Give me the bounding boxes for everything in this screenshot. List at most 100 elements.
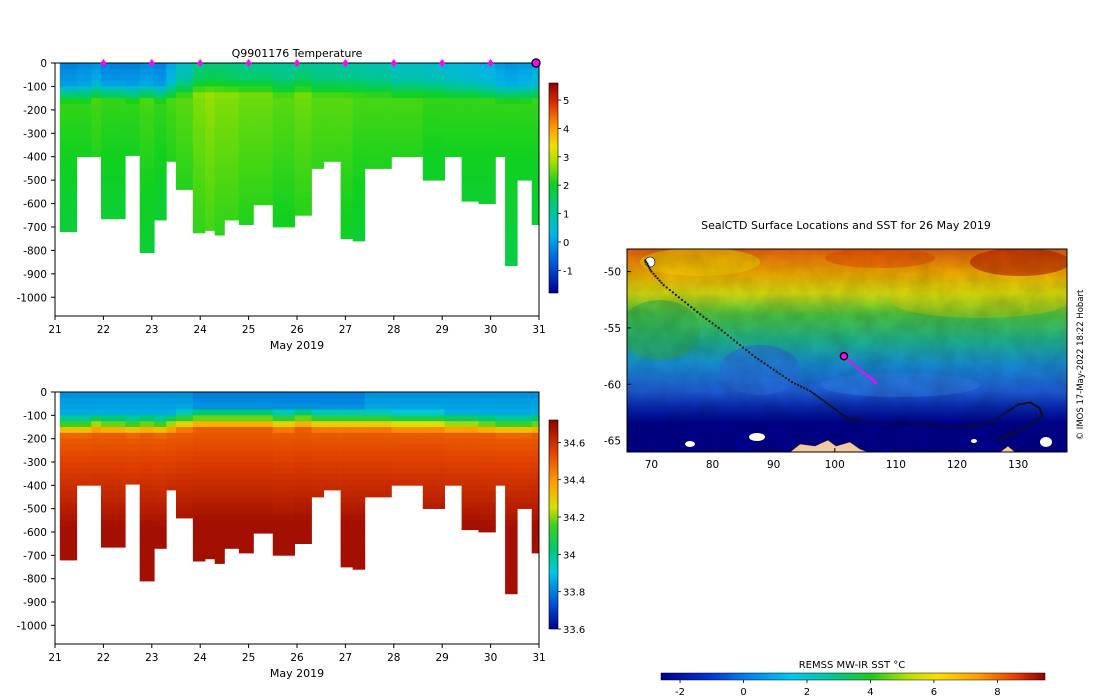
salinity-cell xyxy=(311,450,324,457)
salinity-cell xyxy=(505,403,518,410)
salinity-cell xyxy=(139,555,155,562)
track-point xyxy=(911,422,914,426)
salinity-cell xyxy=(224,514,240,521)
temperature-cell xyxy=(101,174,126,181)
salinity-cell xyxy=(238,456,254,463)
salinity-cell xyxy=(505,427,518,434)
salinity-cell xyxy=(444,450,462,457)
surface-marker xyxy=(439,59,446,67)
salinity-cell xyxy=(478,409,496,416)
salinity-cell xyxy=(444,456,462,463)
temperature-cell xyxy=(59,203,78,210)
temperature-cell xyxy=(323,80,341,87)
salinity-cell xyxy=(505,409,518,416)
salinity-cell xyxy=(517,473,533,480)
salinity-cell xyxy=(101,543,126,548)
salinity-cell xyxy=(517,427,533,434)
salinity-cell xyxy=(176,421,194,428)
sst-colorbar-tick-label: 4 xyxy=(867,687,873,698)
salinity-cell xyxy=(205,397,216,404)
salinity-cell xyxy=(238,491,254,498)
temperature-cell xyxy=(154,162,167,169)
temperature-colorbar xyxy=(548,82,559,294)
salinity-cell xyxy=(176,502,194,509)
temperature-cell xyxy=(224,203,240,210)
temperature-cell xyxy=(192,221,206,228)
lat-tick-label: -55 xyxy=(604,323,621,335)
salinity-cell xyxy=(76,444,92,451)
salinity-cell xyxy=(422,427,445,434)
salinity-cell xyxy=(192,520,206,527)
temperature-cell xyxy=(495,121,506,128)
temperature-cell xyxy=(59,127,78,134)
temperature-cell xyxy=(340,221,354,228)
track-point xyxy=(1002,412,1006,415)
salinity-cell xyxy=(478,473,496,480)
salinity-cell xyxy=(253,444,274,451)
salinity-cell xyxy=(176,479,194,486)
salinity-cell xyxy=(531,462,540,469)
temperature-cell xyxy=(422,162,445,169)
salinity-cell xyxy=(253,432,274,439)
temperature-cell xyxy=(139,104,155,111)
salinity-cell xyxy=(224,491,240,498)
salinity-cell xyxy=(495,415,506,422)
temperature-cell xyxy=(323,127,341,134)
salinity-cell xyxy=(364,392,392,399)
temperature-cell xyxy=(505,168,518,175)
salinity-cell xyxy=(166,432,177,439)
temperature-cell xyxy=(139,80,155,87)
salinity-cell xyxy=(364,432,392,439)
map-longitude-axis: 70 80 90 100 110 120 130 xyxy=(645,448,1028,471)
salinity-cell xyxy=(224,444,240,451)
salinity-cell xyxy=(352,444,366,451)
salinity-cell xyxy=(352,520,366,527)
temperature-cell xyxy=(352,98,366,105)
salinity-cell xyxy=(253,508,274,515)
temperature-cell xyxy=(253,191,274,199)
track-point xyxy=(996,416,999,419)
salinity-cell xyxy=(176,462,194,469)
x-tick-label: 21 xyxy=(48,324,61,336)
salinity-cell xyxy=(59,526,78,533)
salinity-cell xyxy=(311,438,324,445)
temperature-cell xyxy=(238,197,254,204)
salinity-cell xyxy=(422,444,445,451)
y-tick-label: -1000 xyxy=(16,292,47,304)
salinity-cell xyxy=(364,473,392,480)
temperature-cell xyxy=(238,80,254,87)
temperature-cell xyxy=(364,104,392,111)
salinity-cell xyxy=(101,392,126,399)
track-point xyxy=(648,266,651,269)
y-tick-label: -400 xyxy=(23,480,47,492)
salinity-cell xyxy=(176,427,194,434)
track-point xyxy=(1035,405,1038,408)
salinity-cell xyxy=(364,467,392,474)
temperature-cell xyxy=(154,180,167,187)
temperature-cell xyxy=(192,133,206,140)
temperature-cell xyxy=(214,115,225,122)
track-point xyxy=(866,420,869,423)
temperature-cell xyxy=(176,180,194,187)
temperature-cell xyxy=(139,139,155,146)
temperature-cell xyxy=(192,86,206,93)
temperature-cell xyxy=(531,74,540,81)
temperature-cell xyxy=(192,197,206,204)
salinity-cell xyxy=(205,409,216,416)
temperature-cell xyxy=(311,139,324,146)
track-point xyxy=(1025,426,1028,429)
temperature-cell xyxy=(478,92,496,99)
salinity-cell xyxy=(505,438,518,445)
track-point xyxy=(671,291,674,294)
salinity-cell xyxy=(444,462,462,469)
temperature-cell xyxy=(364,115,392,122)
colorbar-tick-label: 33.8 xyxy=(563,588,585,599)
salinity-cell xyxy=(444,438,462,445)
y-tick-label: -1000 xyxy=(16,620,47,632)
temperature-cell xyxy=(205,162,216,169)
temperature-cell xyxy=(205,186,216,193)
temperature-cell xyxy=(495,74,506,81)
temperature-cell xyxy=(495,92,506,99)
track-point xyxy=(821,399,824,402)
salinity-cell xyxy=(505,543,518,550)
